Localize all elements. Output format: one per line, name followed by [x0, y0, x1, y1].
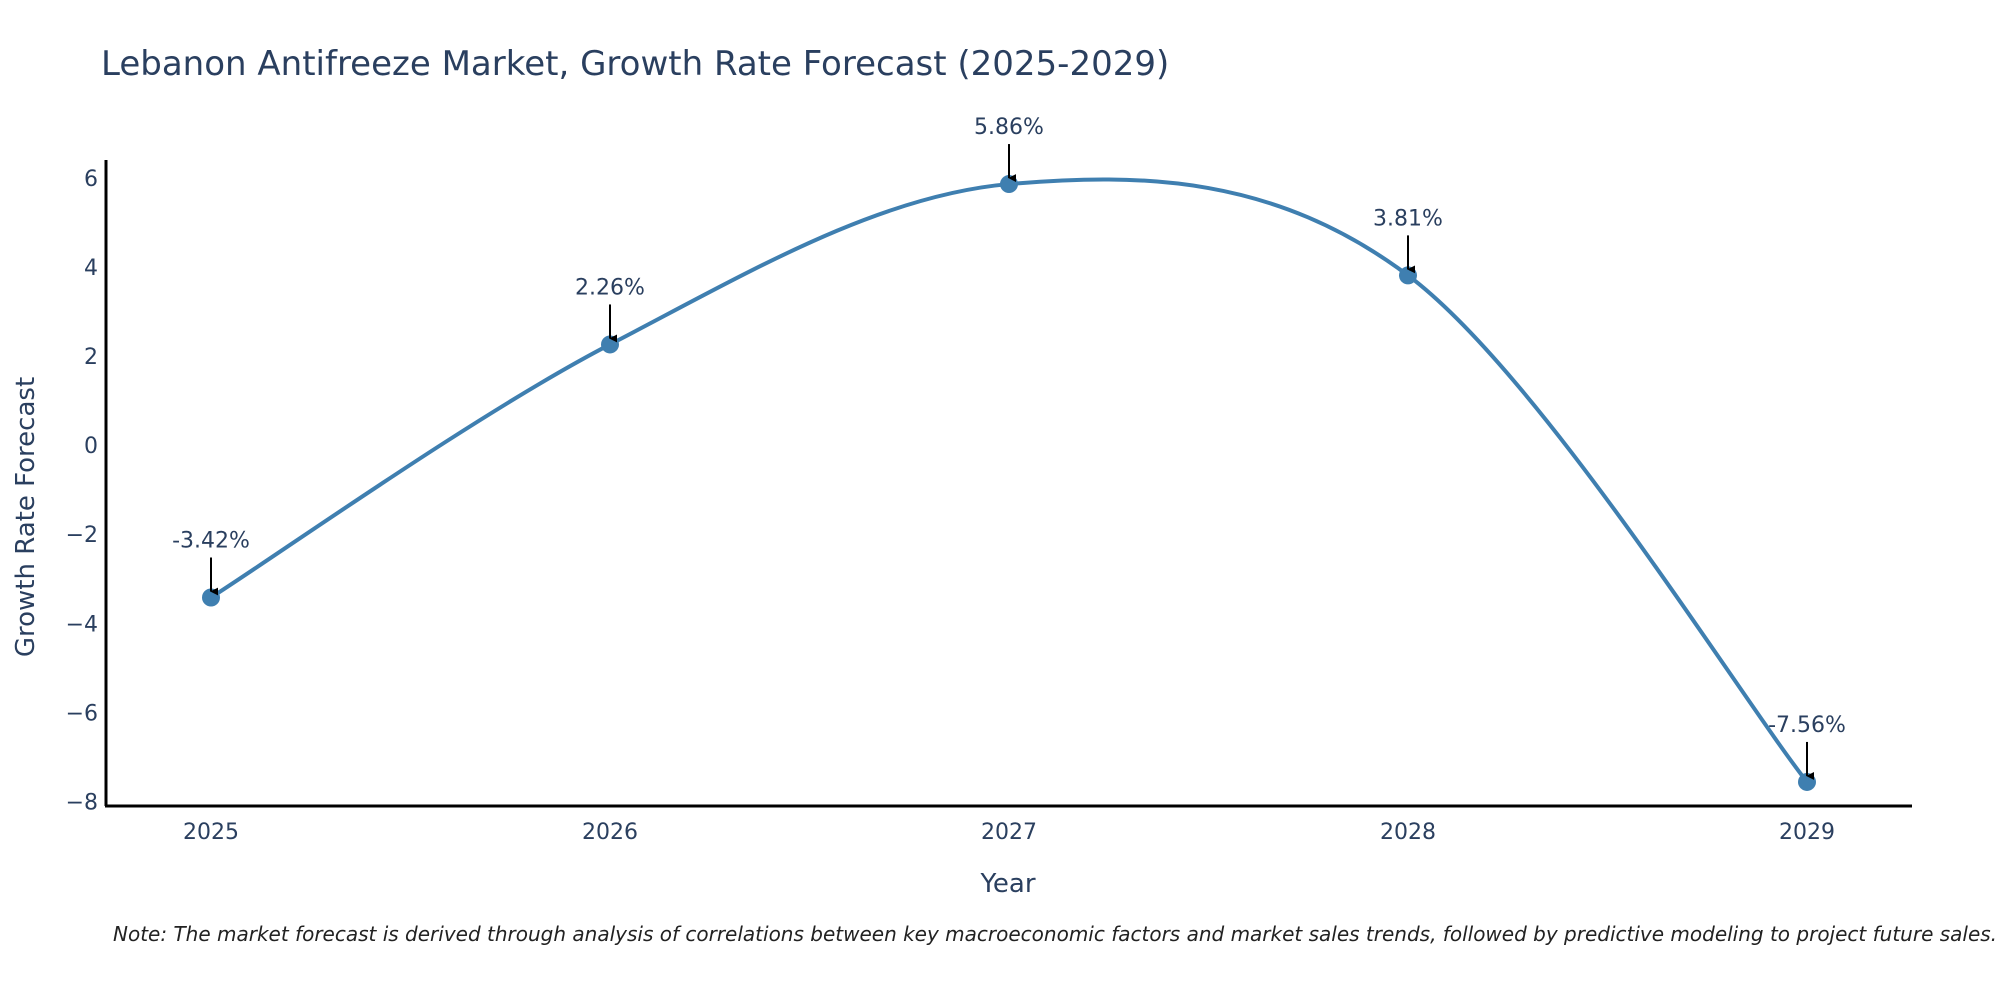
- data-label: 5.86%: [974, 115, 1044, 140]
- y-tick-label: −2: [66, 523, 98, 548]
- y-tick-label: 4: [84, 256, 98, 281]
- data-label: -3.42%: [172, 528, 250, 553]
- x-tick-label: 2029: [1779, 820, 1835, 845]
- x-axis-ticks: 2025 2026 2027 2028 2029: [183, 820, 1835, 845]
- series-line: [209, 177, 1809, 784]
- x-tick-label: 2025: [183, 820, 239, 845]
- data-annotations: -3.42% 2.26% 5.86% 3.81% -7.56%: [172, 115, 1846, 780]
- x-tick-label: 2028: [1380, 820, 1436, 845]
- y-axis-ticks: 6 4 2 0 −2 −4 −6 −8: [66, 167, 98, 816]
- chart-title: Lebanon Antifreeze Market, Growth Rate F…: [101, 44, 1170, 84]
- x-tick-label: 2026: [582, 820, 638, 845]
- data-label: 2.26%: [575, 275, 645, 300]
- y-tick-label: 6: [84, 167, 98, 192]
- data-label: -7.56%: [1768, 713, 1846, 738]
- footnote: Note: The market forecast is derived thr…: [113, 922, 1998, 946]
- x-axis-title: Year: [979, 869, 1035, 899]
- y-tick-label: −6: [66, 701, 98, 726]
- data-markers: [202, 175, 1816, 791]
- y-tick-label: −8: [66, 791, 98, 816]
- y-tick-label: −4: [66, 612, 98, 637]
- y-tick-label: 0: [84, 434, 98, 459]
- y-axis-title: Growth Rate Forecast: [11, 377, 41, 657]
- x-tick-label: 2027: [981, 820, 1037, 845]
- data-label: 3.81%: [1373, 206, 1443, 231]
- y-tick-label: 2: [84, 345, 98, 370]
